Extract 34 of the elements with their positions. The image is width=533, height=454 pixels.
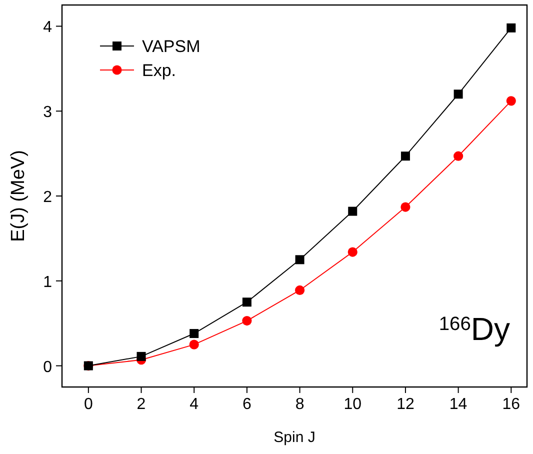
legend-label: Exp.	[142, 61, 176, 80]
point	[348, 247, 358, 257]
point	[189, 340, 199, 350]
y-tick-label: 2	[43, 189, 52, 206]
x-axis-title: Spin J	[274, 429, 316, 446]
x-tick-label: 8	[295, 396, 304, 413]
point	[242, 298, 252, 307]
point	[136, 352, 146, 361]
x-tick-label: 2	[136, 396, 146, 413]
point	[190, 329, 199, 338]
point	[348, 206, 358, 216]
x-tick-label: 14	[449, 396, 468, 413]
point	[506, 23, 516, 32]
x-tick-label: 10	[344, 396, 362, 413]
point	[506, 96, 516, 106]
annotation: $^{166}$Dy	[438, 311, 510, 347]
y-tick-label: 3	[43, 104, 52, 122]
point	[454, 151, 464, 161]
point	[295, 255, 304, 264]
legend-label: VAPSM	[142, 37, 200, 56]
x-tick-label: 16	[502, 396, 520, 413]
y-tick-label: 4	[43, 19, 52, 36]
x-tick-label: 6	[242, 396, 252, 413]
y-tick-label: 1	[43, 274, 52, 291]
y-tick-label: 0	[43, 358, 52, 376]
y-axis-title: E(J) (MeV)	[8, 150, 29, 242]
x-tick-label: 0	[84, 396, 93, 413]
point	[242, 316, 252, 326]
x-tick-label: 4	[190, 396, 199, 413]
point	[400, 202, 410, 212]
point	[294, 285, 305, 296]
x-tick-label: 12	[396, 396, 414, 413]
point	[400, 152, 410, 161]
point	[454, 90, 463, 99]
